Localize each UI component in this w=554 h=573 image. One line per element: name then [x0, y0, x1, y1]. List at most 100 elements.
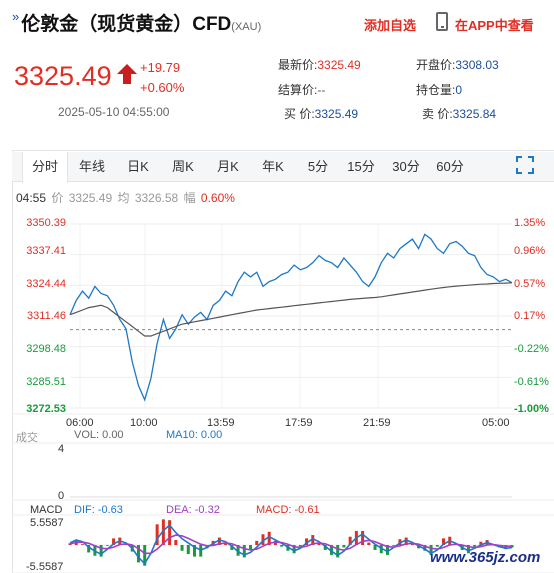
tab-weekly-k[interactable]: 周K — [172, 159, 194, 174]
price-series-line — [69, 233, 513, 402]
info-pct: 0.60% — [200, 191, 235, 205]
info-price-label: 价 — [51, 191, 64, 205]
dif-label: DIF: — [74, 504, 95, 516]
open-in-app-link[interactable]: 在APP中查看 — [455, 18, 534, 33]
dif-value: -0.63 — [97, 504, 123, 516]
instrument-code: (XAU) — [231, 21, 262, 33]
tab-monthly-k[interactable]: 月K — [217, 159, 239, 174]
macd-title: MACD — [30, 504, 63, 516]
x-tick: 06:00 — [66, 417, 94, 429]
dea-readout: DEA: -0.32 — [166, 504, 220, 516]
price-change: +19.79 — [140, 60, 181, 75]
macd-value: -0.61 — [294, 504, 320, 516]
tab-60min[interactable]: 60分 — [436, 159, 464, 174]
price-change-percent: +0.60% — [140, 80, 185, 95]
dif-readout: DIF: -0.63 — [74, 504, 123, 516]
vol-readout: VOL: 0.00 — [74, 429, 124, 441]
phone-icon[interactable] — [436, 12, 448, 31]
page-title: » 伦敦金（现货黄金）CFD(XAU) — [12, 9, 261, 36]
x-tick: 17:59 — [285, 417, 313, 429]
bid-price-cell: 买 价:3325.49 — [284, 105, 358, 122]
y-tick-right: 0.17% — [514, 310, 546, 322]
instrument-name: 伦敦金（现货黄金）CFD — [21, 14, 232, 35]
open-price-label: 开盘价: — [416, 58, 456, 72]
ask-price-cell: 卖 价:3325.84 — [422, 105, 496, 122]
vol-value: 0.00 — [102, 429, 124, 441]
tab-30min[interactable]: 30分 — [392, 159, 420, 174]
macd-y-top: 5.5587 — [30, 517, 64, 529]
y-tick-right: -1.00% — [514, 403, 549, 415]
x-tick: 10:00 — [130, 417, 158, 429]
title-prefix-icon: » — [12, 9, 20, 24]
tab-5min[interactable]: 5分 — [307, 159, 329, 174]
dea-label: DEA: — [166, 504, 192, 516]
average-series-line — [69, 282, 513, 337]
tab-intraday[interactable]: 分时 — [22, 152, 68, 183]
y-tick-left: 3350.39 — [26, 217, 66, 229]
ma10-value: 0.00 — [200, 429, 223, 441]
settle-price-cell: 结算价:-- — [278, 81, 325, 98]
y-tick-left: 3324.44 — [26, 278, 66, 290]
dea-value: -0.32 — [194, 504, 220, 516]
vol-label: VOL: — [74, 429, 100, 441]
macd-y-bottom: -5.5587 — [26, 561, 64, 573]
latest-price-cell: 最新价:3325.49 — [278, 56, 361, 73]
chart-panel — [12, 150, 554, 573]
y-tick-right: -0.61% — [514, 376, 549, 388]
info-avg: 3326.58 — [134, 191, 179, 205]
open-interest-cell: 持仓量:0 — [416, 81, 462, 98]
tab-15min[interactable]: 15分 — [347, 159, 375, 174]
settle-price-label: 结算价: — [278, 83, 318, 97]
current-price: 3325.49 — [14, 61, 112, 91]
bid-price-label: 买 价: — [284, 107, 315, 121]
y-tick-left: 3298.48 — [26, 343, 66, 355]
volume-title: 成交 — [16, 432, 38, 444]
price-plot — [69, 233, 513, 402]
volume-y-top: 4 — [58, 443, 65, 455]
tab-daily-k[interactable]: 日K — [127, 159, 149, 174]
y-tick-left: 3272.53 — [26, 403, 66, 415]
x-tick: 21:59 — [363, 417, 391, 429]
latest-price-value: 3325.49 — [317, 58, 361, 72]
macd-value-label: MACD: — [256, 504, 292, 516]
bid-price-value: 3325.49 — [314, 107, 359, 121]
macd-readout: MACD: -0.61 — [256, 504, 320, 516]
x-tick: 05:00 — [482, 417, 510, 429]
add-watchlist-button[interactable]: 添加自选 — [364, 18, 417, 33]
chart-info-line: 04:55 价 3325.49 均 3326.58 幅 0.60% — [16, 189, 237, 206]
ma10-label: MA10: — [166, 429, 198, 441]
y-tick-left: 3285.51 — [26, 376, 66, 388]
ask-price-label: 卖 价: — [422, 107, 453, 121]
open-interest-value: 0 — [455, 83, 463, 97]
info-pct-label: 幅 — [183, 191, 196, 205]
settle-price-value: -- — [317, 83, 326, 97]
y-tick-right: -0.22% — [514, 343, 549, 355]
open-price-value: 3308.03 — [455, 58, 499, 72]
tab-year-line[interactable]: 年线 — [78, 159, 105, 174]
dea-line — [69, 534, 513, 555]
open-interest-label: 持仓量: — [416, 83, 456, 97]
macd-plot — [68, 519, 514, 566]
info-avg-label: 均 — [117, 191, 130, 205]
info-price: 3325.49 — [68, 191, 113, 205]
y-tick-left: 3337.41 — [26, 245, 66, 257]
ma10-readout: MA10: 0.00 — [166, 429, 222, 441]
volume-y-bottom: 0 — [58, 490, 65, 502]
open-price-cell: 开盘价:3308.03 — [416, 56, 499, 73]
fullscreen-icon[interactable] — [516, 156, 534, 174]
ask-price-value: 3325.84 — [452, 107, 497, 121]
info-time: 04:55 — [16, 191, 47, 205]
y-tick-left: 3311.46 — [27, 310, 66, 322]
chart-grid — [12, 223, 554, 573]
x-tick: 13:59 — [207, 417, 235, 429]
quote-timestamp: 2025-05-10 04:55:00 — [58, 105, 170, 119]
site-watermark: www.365jz.com — [430, 549, 541, 566]
latest-price-label: 最新价: — [278, 58, 318, 72]
y-tick-right: 0.96% — [514, 245, 546, 257]
chart-tabs: 分时 年线 日K 周K 月K 年K 5分 15分 30分 60分 — [12, 152, 554, 183]
y-tick-right: 0.57% — [514, 278, 546, 290]
y-tick-right: 1.35% — [514, 217, 546, 229]
tab-yearly-k[interactable]: 年K — [262, 159, 284, 174]
up-arrow-icon — [117, 64, 137, 84]
